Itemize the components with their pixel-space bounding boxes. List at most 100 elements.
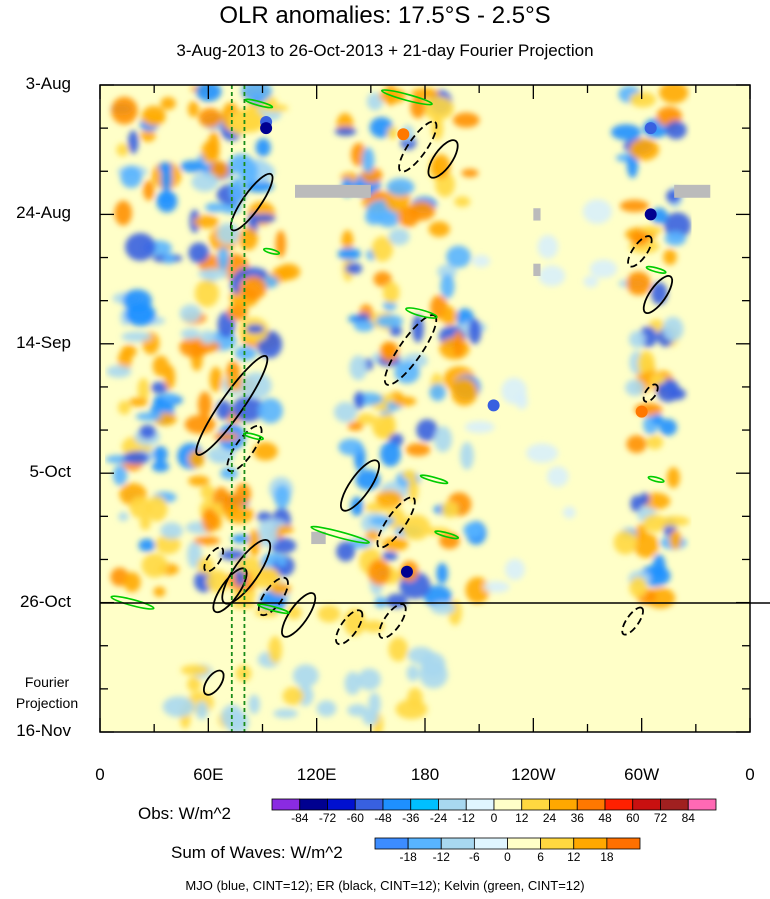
anomaly-blob <box>380 441 401 467</box>
x-tick-label: 60E <box>193 765 224 784</box>
anomaly-blob <box>286 605 302 620</box>
colorbar-swatch <box>604 798 634 811</box>
anomaly-blob <box>563 506 576 519</box>
anomaly-blob <box>198 107 222 128</box>
anomaly-blob <box>440 306 457 326</box>
anomaly-blob <box>195 701 209 720</box>
anomaly-blob <box>362 710 379 726</box>
colorbar-swatch <box>354 798 384 811</box>
anomaly-blob <box>140 129 156 142</box>
anomaly-blob <box>180 664 210 676</box>
colorbar-swatch <box>465 798 495 811</box>
x-tick-label: 180 <box>410 765 440 784</box>
y-tick-label: 3-Aug <box>25 74 71 93</box>
anomaly-blob <box>201 507 218 533</box>
anomaly-blob <box>205 202 225 213</box>
colorbar-tick: 84 <box>681 811 695 825</box>
er-contour <box>226 424 263 473</box>
anomaly-blob <box>235 665 252 682</box>
anomaly-blob <box>234 483 252 505</box>
anomaly-blob <box>379 341 400 362</box>
anomaly-blob <box>199 330 216 345</box>
waves-colorbar-title: Sum of Waves: W/m^2 <box>171 843 343 862</box>
er-contour <box>642 383 659 403</box>
er-contour <box>627 235 653 268</box>
anomaly-blob <box>451 377 478 406</box>
anomaly-blob <box>388 637 408 662</box>
anomaly-blob <box>141 105 166 127</box>
x-tick-label: 0 <box>745 765 755 784</box>
y-tick-label: 26-Oct <box>19 591 71 611</box>
anomaly-blob <box>387 126 398 140</box>
er-contour <box>281 592 317 638</box>
colorbar-swatch <box>407 837 442 850</box>
anomaly-blob <box>651 282 668 305</box>
anomaly-blob <box>277 263 301 280</box>
anomaly-blob <box>375 314 404 328</box>
anomaly-blob <box>368 692 381 716</box>
anomaly-blob <box>371 236 394 262</box>
anomaly-blob <box>375 490 403 508</box>
anomaly-blob <box>546 466 569 487</box>
anomaly-blob <box>162 392 178 402</box>
er-contour <box>340 459 380 512</box>
colorbar-swatch <box>410 798 439 811</box>
anomaly-blob <box>112 465 128 486</box>
anomaly-blob <box>230 599 256 609</box>
anomaly-blob <box>465 576 490 604</box>
missing-patch <box>295 184 371 198</box>
colorbar-swatch <box>438 798 467 811</box>
anomaly-blob <box>464 420 495 434</box>
kelvin-contour <box>257 603 290 615</box>
anomaly-blob <box>659 418 678 436</box>
colorbar-tick: 6 <box>537 850 544 864</box>
anomaly-blob <box>446 245 471 268</box>
anomaly-blob <box>420 652 446 678</box>
anomaly-blob <box>362 620 385 633</box>
anomaly-blob <box>355 413 376 425</box>
obs-colorbar-title: Obs: W/m^2 <box>138 804 231 823</box>
anomaly-blob <box>626 435 647 453</box>
kelvin-contour <box>242 432 264 441</box>
anomaly-blob <box>153 445 168 463</box>
anomaly-blob <box>353 319 375 332</box>
anomaly-blob <box>334 126 357 136</box>
missing-data <box>295 184 711 545</box>
anomaly-blob <box>428 221 450 237</box>
anomaly-blob <box>357 668 381 691</box>
colorbar-swatch <box>540 837 575 850</box>
kelvin-contour <box>244 98 274 109</box>
er-contour <box>427 139 459 179</box>
anomaly-blob <box>407 687 423 709</box>
anomaly-blob <box>253 442 278 461</box>
anomaly-blob <box>381 537 409 552</box>
anomaly-blob <box>216 222 240 245</box>
anomaly-blob <box>317 605 341 623</box>
anomaly-blob <box>238 227 258 251</box>
anomaly-blob <box>127 130 139 154</box>
anomaly-blob <box>659 85 689 104</box>
anomaly-blob <box>345 262 363 275</box>
anomaly-blob <box>273 484 291 509</box>
colorbar-swatch <box>660 798 689 811</box>
colorbar-tick: -18 <box>399 850 417 864</box>
colorbar-tick: 60 <box>626 811 640 825</box>
anomaly-blob <box>406 665 420 682</box>
anomaly-blob <box>160 96 176 110</box>
anomaly-blob <box>366 92 384 111</box>
colorbar-tick: 12 <box>515 811 529 825</box>
anomaly-blob <box>258 398 283 424</box>
anomaly-blob <box>231 534 251 544</box>
anomaly-blob <box>626 271 651 296</box>
anomaly-blob <box>668 387 687 400</box>
anomaly-blob <box>629 91 657 108</box>
y-tick-label: 14-Sep <box>16 332 71 352</box>
anomaly-field <box>105 85 692 732</box>
colorbar-swatch <box>374 837 409 850</box>
anomaly-blob <box>114 200 133 226</box>
anomaly-blob <box>336 541 356 562</box>
anomaly-blob <box>454 196 471 208</box>
kelvin-contour <box>647 475 665 483</box>
anomaly-blob <box>220 467 239 480</box>
anomaly-blob <box>619 199 650 213</box>
